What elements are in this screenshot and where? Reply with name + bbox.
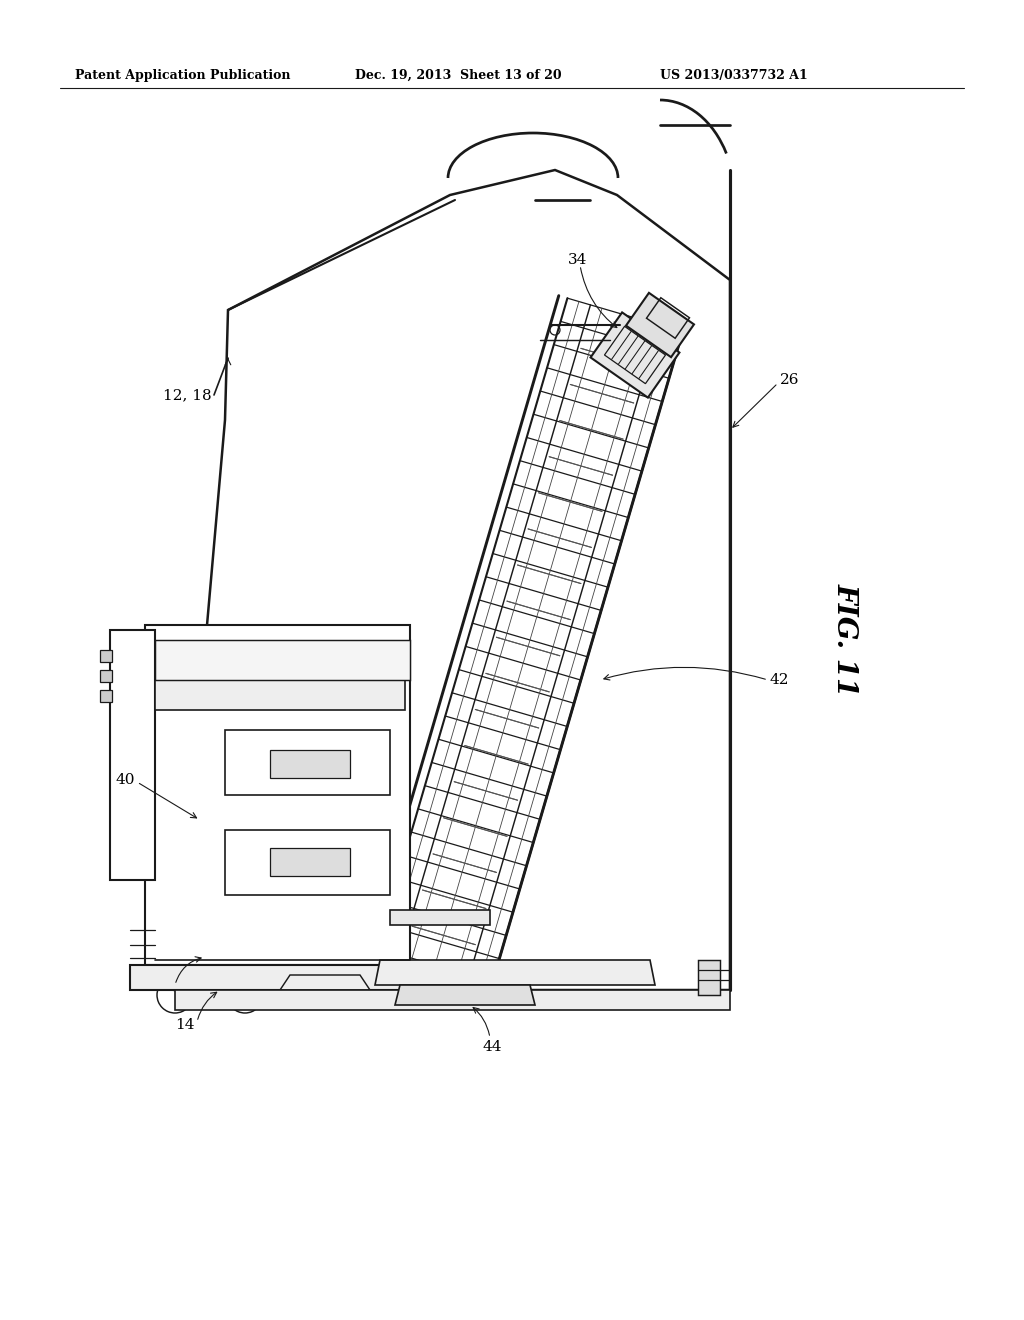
Text: 40: 40 bbox=[116, 774, 135, 787]
Text: 34: 34 bbox=[568, 253, 588, 267]
Polygon shape bbox=[280, 975, 370, 990]
Text: 26: 26 bbox=[780, 374, 800, 387]
Polygon shape bbox=[100, 649, 112, 663]
Polygon shape bbox=[390, 909, 490, 925]
Polygon shape bbox=[155, 680, 406, 710]
Polygon shape bbox=[225, 730, 390, 795]
Polygon shape bbox=[145, 624, 410, 965]
Polygon shape bbox=[698, 960, 720, 995]
Polygon shape bbox=[591, 313, 680, 397]
Polygon shape bbox=[100, 671, 112, 682]
Text: Dec. 19, 2013  Sheet 13 of 20: Dec. 19, 2013 Sheet 13 of 20 bbox=[355, 69, 561, 82]
Polygon shape bbox=[626, 293, 694, 358]
Text: FIG. 11: FIG. 11 bbox=[831, 583, 858, 697]
Polygon shape bbox=[375, 960, 655, 985]
Polygon shape bbox=[175, 990, 730, 1010]
Text: 14: 14 bbox=[175, 1018, 195, 1032]
Text: 44: 44 bbox=[482, 1040, 502, 1053]
Polygon shape bbox=[110, 630, 155, 880]
Polygon shape bbox=[130, 965, 420, 990]
Text: 12, 18: 12, 18 bbox=[164, 388, 212, 403]
Polygon shape bbox=[270, 750, 350, 777]
Polygon shape bbox=[100, 690, 112, 702]
Polygon shape bbox=[270, 847, 350, 876]
Text: 42: 42 bbox=[770, 673, 790, 686]
Polygon shape bbox=[395, 985, 535, 1005]
Text: US 2013/0337732 A1: US 2013/0337732 A1 bbox=[660, 69, 808, 82]
Text: Patent Application Publication: Patent Application Publication bbox=[75, 69, 291, 82]
Polygon shape bbox=[225, 830, 390, 895]
Polygon shape bbox=[155, 640, 410, 680]
